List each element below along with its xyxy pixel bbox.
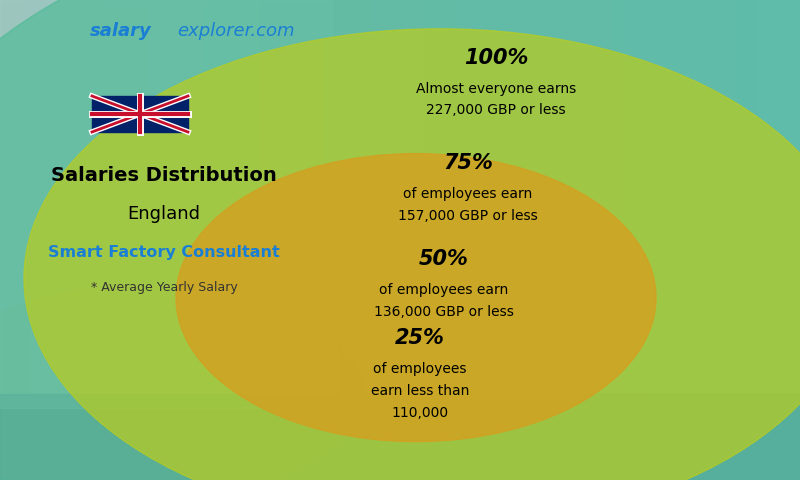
Text: Smart Factory Consultant: Smart Factory Consultant [48,244,280,260]
Text: 110,000: 110,000 [391,406,449,420]
Text: salary: salary [90,22,151,40]
Text: * Average Yearly Salary: * Average Yearly Salary [90,281,238,295]
Text: 227,000 GBP or less: 227,000 GBP or less [426,103,566,117]
Bar [0,394,800,480]
Text: 136,000 GBP or less: 136,000 GBP or less [374,305,514,319]
Circle shape [24,29,800,480]
Circle shape [176,154,656,442]
Text: 50%: 50% [419,249,469,269]
Text: earn less than: earn less than [371,384,469,398]
Text: Salaries Distribution: Salaries Distribution [51,166,277,185]
Text: of employees earn: of employees earn [403,187,533,201]
Text: 75%: 75% [443,153,493,173]
Text: Almost everyone earns: Almost everyone earns [416,82,576,96]
Text: explorer.com: explorer.com [178,22,295,40]
Text: 157,000 GBP or less: 157,000 GBP or less [398,209,538,223]
Text: 100%: 100% [464,48,528,68]
Text: of employees earn: of employees earn [379,283,509,297]
Text: England: England [127,204,201,223]
Bar [0,0,332,408]
Text: of employees: of employees [374,362,466,376]
Bar [92,96,188,132]
Ellipse shape [0,286,364,480]
Text: 25%: 25% [395,328,445,348]
